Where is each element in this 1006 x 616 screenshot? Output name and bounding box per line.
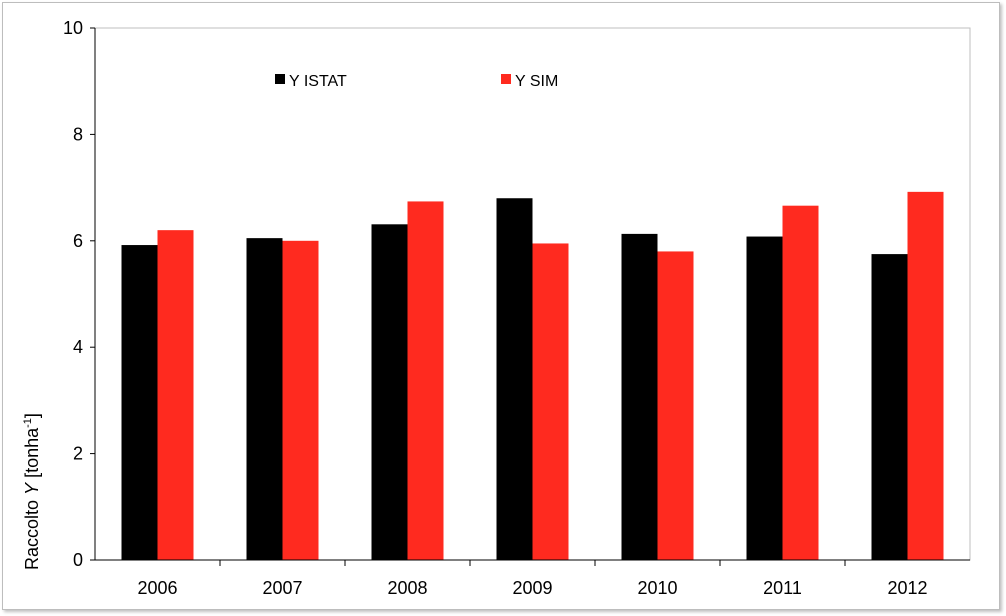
bar-istat-2007 <box>246 238 283 560</box>
y-tick-label: 10 <box>63 18 83 38</box>
bar-sim-2009 <box>532 243 569 560</box>
x-tick-label: 2012 <box>887 578 927 598</box>
bar-istat-2011 <box>746 236 783 560</box>
bar-istat-2009 <box>496 198 533 561</box>
x-tick-label: 2007 <box>262 578 302 598</box>
bar-istat-2008 <box>371 224 408 561</box>
legend-label-istat: Y ISTAT <box>289 73 347 90</box>
x-tick-label: 2010 <box>637 578 677 598</box>
legend: Y ISTAT Y SIM <box>275 73 558 90</box>
x-tick-label: 2009 <box>512 578 552 598</box>
y-axis-title-var: Y <box>22 481 42 495</box>
legend-swatch-istat <box>275 74 285 84</box>
x-tick-label: 2006 <box>137 578 177 598</box>
legend-swatch-sim <box>501 74 511 84</box>
legend-label-sim: Y SIM <box>515 73 558 90</box>
y-tick-label: 2 <box>73 444 83 464</box>
bar-sim-2011 <box>782 205 819 561</box>
y-axis-title-close: ] <box>22 413 42 418</box>
x-ticks: 2006 2007 2008 2009 2010 2011 2012 <box>137 560 928 598</box>
x-tick-label: 2008 <box>387 578 427 598</box>
bars <box>121 191 944 561</box>
y-axis-title-prefix: Raccolto <box>22 495 42 570</box>
y-axis-title-unit: [tonha <box>22 427 42 483</box>
bar-sim-2010 <box>657 251 694 560</box>
bar-istat-2010 <box>621 233 658 560</box>
bar-sim-2008 <box>407 201 444 560</box>
bar-sim-2012 <box>907 191 944 560</box>
y-ticks: 0 2 4 6 8 10 <box>63 18 95 570</box>
bar-sim-2006 <box>157 230 194 560</box>
y-axis-title: Raccolto Y [tonha-1] <box>22 413 42 570</box>
bar-istat-2012 <box>871 254 908 560</box>
y-axis-title-sup: -1 <box>22 418 34 428</box>
axes <box>94 28 970 561</box>
bar-sim-2007 <box>282 240 319 561</box>
y-tick-label: 6 <box>73 231 83 251</box>
y-tick-label: 4 <box>73 337 83 357</box>
bar-istat-2006 <box>121 245 158 560</box>
y-tick-label: 0 <box>73 550 83 570</box>
x-tick-label: 2011 <box>763 578 802 598</box>
y-tick-label: 8 <box>73 124 83 144</box>
